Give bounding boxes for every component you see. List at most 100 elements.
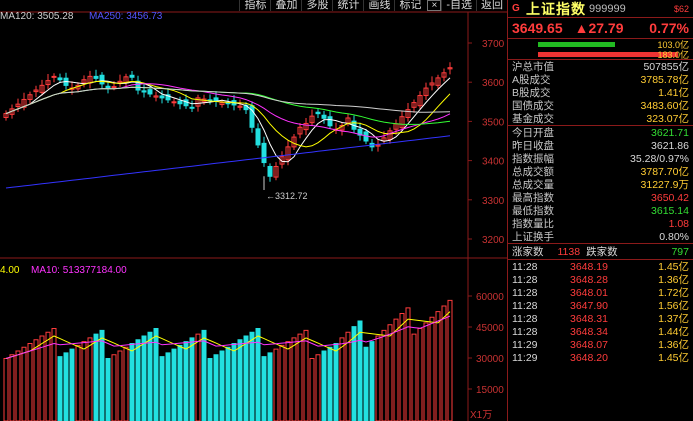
volume-bar — [435, 311, 441, 421]
tick-row[interactable]: 11:28 3648.31 1.37亿 — [508, 312, 693, 326]
toolbar-back[interactable]: 返回 — [476, 0, 507, 11]
toolbar-remove-favorite[interactable]: -自选 — [441, 0, 476, 11]
ma-legend: MA120: 3505.28 MA250: 3456.73 — [0, 11, 162, 22]
volume-tick-label: 60000 — [476, 292, 504, 303]
tick-row[interactable]: 11:29 3648.20 1.45亿 — [508, 351, 693, 365]
price-tick-label: 3600 — [482, 78, 505, 89]
ma5-line — [5, 77, 451, 163]
outflow-bar — [538, 51, 678, 57]
candle-body — [171, 101, 177, 104]
stat-row: 国债成交 3483.60亿 — [508, 99, 693, 112]
volume-bar — [33, 339, 39, 421]
tick-row[interactable]: 11:28 3648.28 1.36亿 — [508, 273, 693, 287]
turnover-stats: 沪总市值 507855亿 A股成交 3785.78亿 B股成交 1.41亿 国债成交 34… — [508, 60, 693, 125]
volume-bar — [27, 343, 33, 421]
tick-list[interactable]: 11:28 3648.19 1.45亿 11:28 3648.28 1.36亿 11:28 3… — [508, 260, 693, 365]
volume-bar — [213, 354, 219, 421]
volume-bar — [357, 320, 363, 421]
stat-row: 总成交额 3787.70亿 — [508, 165, 693, 178]
kline-chart-svg[interactable]: 3700 3600 3500 3400 3300 3200 60000 45000 30000 1… — [0, 0, 507, 421]
volume-bar — [219, 350, 225, 421]
toolbar-overlay[interactable]: 叠加 — [270, 0, 301, 11]
kline-chart-area[interactable]: 3700 3600 3500 3400 3300 3200 60000 45000 30000 1… — [0, 0, 507, 421]
divider — [508, 38, 693, 39]
volume-bar — [399, 313, 405, 421]
stat-label: 最低指数 — [512, 205, 554, 217]
stat-value: 3483.60亿 — [640, 100, 689, 112]
volume-bar — [303, 329, 309, 421]
candle-body — [279, 156, 285, 165]
candle-body — [195, 97, 201, 107]
divider — [508, 125, 693, 126]
volume-legend: 4.00 MA10: 513377184.00 — [0, 265, 127, 276]
candle-body — [441, 72, 447, 78]
candle-body — [375, 144, 381, 147]
tick-time: 11:28 — [512, 286, 538, 299]
chart-toolbar: 指标 叠加 多股 统计 画线 标记 × -自选 返回 — [239, 0, 507, 11]
volume-bar — [87, 337, 93, 421]
candle-body — [405, 109, 411, 118]
tick-row[interactable]: 11:28 3648.34 1.44亿 — [508, 325, 693, 339]
volume-bar — [417, 328, 423, 421]
stat-row: B股成交 1.41亿 — [508, 86, 693, 99]
toolbar-statistics[interactable]: 统计 — [332, 0, 363, 11]
volume-bar — [39, 335, 45, 421]
candle-body — [39, 84, 45, 93]
header-badge: $62 — [673, 3, 689, 14]
stat-value: 323.07亿 — [646, 113, 689, 125]
toolbar-multi-stock[interactable]: 多股 — [301, 0, 332, 11]
group-icon[interactable]: G — [512, 3, 520, 14]
candle-body — [33, 89, 39, 93]
candle-body — [219, 102, 225, 106]
price-tick-label: 3300 — [482, 196, 505, 207]
volume-bar — [93, 333, 99, 421]
volume-unit-label: X1万 — [470, 410, 492, 421]
stat-row: 最高指数 3650.42 — [508, 191, 693, 205]
stat-value: 0.80% — [659, 230, 689, 243]
ma120-legend: MA120: 3505.28 — [0, 11, 74, 22]
candle-body — [93, 75, 99, 79]
tick-row[interactable]: 11:28 3648.01 1.72亿 — [508, 286, 693, 300]
volume-bar — [159, 356, 165, 421]
stat-value: 3785.78亿 — [640, 74, 689, 86]
volume-bar — [381, 329, 387, 421]
volume-bar — [261, 356, 267, 421]
stat-value: 3615.14 — [651, 204, 689, 217]
volume-bar — [351, 326, 357, 421]
stat-value: 1.08 — [668, 217, 689, 230]
candle-body — [135, 80, 141, 91]
tick-time: 11:28 — [512, 312, 538, 325]
stat-row: 昨日收盘 3621.86 — [508, 139, 693, 153]
volume-tick-label: 30000 — [476, 354, 504, 365]
tick-row[interactable]: 11:28 3648.19 1.45亿 — [508, 260, 693, 274]
candle-body — [141, 90, 147, 93]
candle-body — [105, 85, 111, 89]
stat-row: 上证换手 0.80% — [508, 230, 693, 244]
candle-body — [27, 94, 33, 100]
outflow-value: 183.0亿 — [657, 49, 689, 60]
tick-time: 11:28 — [512, 325, 538, 338]
stat-value: 3621.71 — [651, 126, 689, 139]
candle-body — [99, 74, 105, 85]
toolbar-draw-line[interactable]: 画线 — [363, 0, 394, 11]
price-row: 3649.65 ▲27.79 0.77% — [508, 18, 693, 38]
candle-body — [153, 95, 159, 98]
advance-label: 涨家数 — [512, 246, 544, 258]
candle-body — [411, 102, 417, 108]
toolbar-mark[interactable]: 标记 — [394, 0, 425, 11]
volume-bar — [405, 307, 411, 421]
tick-price: 3648.19 — [570, 260, 608, 273]
volume-bar — [171, 348, 177, 421]
volume-bar — [285, 341, 291, 421]
volume-bar — [195, 333, 201, 421]
stat-label: 上证换手 — [512, 231, 554, 243]
candle-body — [297, 126, 303, 135]
toolbar-indicator[interactable]: 指标 — [239, 0, 270, 11]
candle-body — [159, 95, 165, 99]
volume-tick-label: 45000 — [476, 323, 504, 334]
stat-row: 指数振幅 35.28/0.97% — [508, 152, 693, 166]
candle-body — [309, 115, 315, 124]
tick-row[interactable]: 11:28 3647.90 1.56亿 — [508, 299, 693, 313]
close-icon[interactable]: × — [427, 0, 442, 11]
tick-row[interactable]: 11:29 3648.07 1.36亿 — [508, 338, 693, 352]
